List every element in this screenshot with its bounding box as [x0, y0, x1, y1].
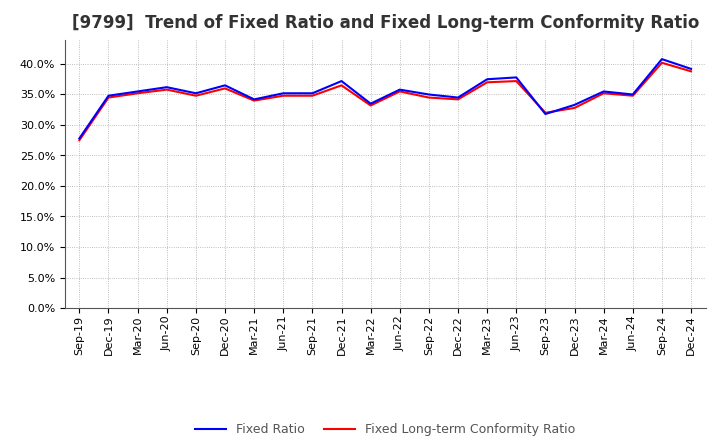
Fixed Ratio	[337, 78, 346, 84]
Fixed Ratio	[657, 56, 666, 62]
Fixed Long-term Conformity Ratio	[163, 87, 171, 92]
Fixed Long-term Conformity Ratio	[279, 93, 287, 99]
Fixed Long-term Conformity Ratio	[104, 95, 113, 100]
Line: Fixed Long-term Conformity Ratio: Fixed Long-term Conformity Ratio	[79, 63, 691, 140]
Fixed Long-term Conformity Ratio	[687, 69, 696, 74]
Line: Fixed Ratio: Fixed Ratio	[79, 59, 691, 139]
Fixed Ratio	[599, 89, 608, 94]
Fixed Ratio	[366, 101, 375, 106]
Fixed Long-term Conformity Ratio	[657, 60, 666, 66]
Fixed Long-term Conformity Ratio	[454, 97, 462, 102]
Fixed Long-term Conformity Ratio	[395, 89, 404, 94]
Fixed Long-term Conformity Ratio	[512, 78, 521, 84]
Fixed Ratio	[279, 91, 287, 96]
Fixed Long-term Conformity Ratio	[366, 103, 375, 108]
Fixed Ratio	[104, 93, 113, 99]
Fixed Ratio	[220, 83, 229, 88]
Fixed Ratio	[308, 91, 317, 96]
Fixed Ratio	[75, 136, 84, 141]
Fixed Long-term Conformity Ratio	[541, 110, 550, 115]
Fixed Long-term Conformity Ratio	[425, 95, 433, 100]
Title: [9799]  Trend of Fixed Ratio and Fixed Long-term Conformity Ratio: [9799] Trend of Fixed Ratio and Fixed Lo…	[71, 15, 699, 33]
Legend: Fixed Ratio, Fixed Long-term Conformity Ratio: Fixed Ratio, Fixed Long-term Conformity …	[190, 418, 580, 440]
Fixed Long-term Conformity Ratio	[629, 93, 637, 99]
Fixed Ratio	[395, 87, 404, 92]
Fixed Ratio	[250, 97, 258, 102]
Fixed Ratio	[570, 102, 579, 107]
Fixed Ratio	[163, 84, 171, 90]
Fixed Long-term Conformity Ratio	[192, 93, 200, 99]
Fixed Ratio	[512, 75, 521, 80]
Fixed Ratio	[192, 91, 200, 96]
Fixed Long-term Conformity Ratio	[75, 138, 84, 143]
Fixed Ratio	[483, 77, 492, 82]
Fixed Long-term Conformity Ratio	[308, 93, 317, 99]
Fixed Ratio	[454, 95, 462, 100]
Fixed Long-term Conformity Ratio	[599, 91, 608, 96]
Fixed Ratio	[133, 89, 142, 94]
Fixed Long-term Conformity Ratio	[570, 105, 579, 110]
Fixed Ratio	[687, 66, 696, 72]
Fixed Long-term Conformity Ratio	[483, 80, 492, 85]
Fixed Long-term Conformity Ratio	[337, 83, 346, 88]
Fixed Long-term Conformity Ratio	[220, 86, 229, 91]
Fixed Ratio	[425, 92, 433, 97]
Fixed Ratio	[541, 111, 550, 117]
Fixed Long-term Conformity Ratio	[250, 98, 258, 103]
Fixed Long-term Conformity Ratio	[133, 91, 142, 96]
Fixed Ratio	[629, 92, 637, 97]
